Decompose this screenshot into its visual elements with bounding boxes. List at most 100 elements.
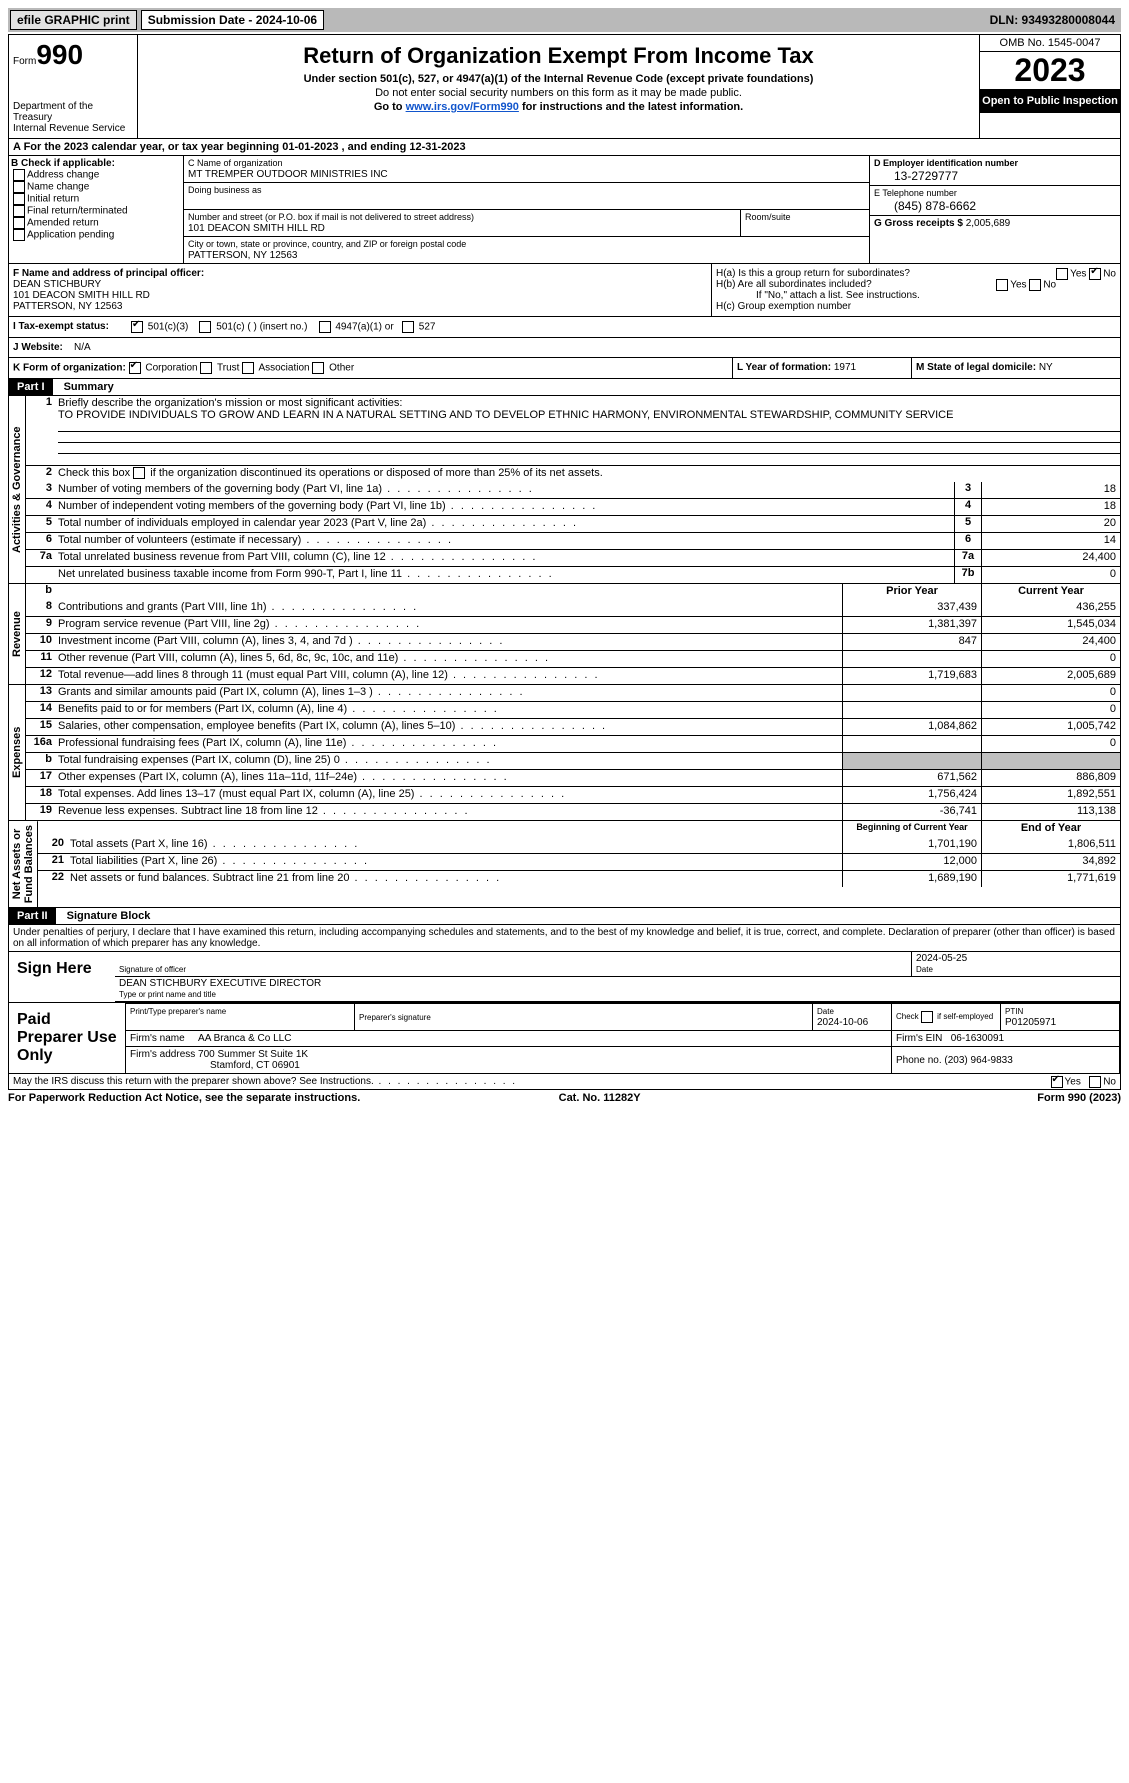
top-toolbar: efile GRAPHIC print Submission Date - 20… xyxy=(8,8,1121,32)
hb-yes[interactable] xyxy=(996,279,1008,291)
firm-addr2: Stamford, CT 06901 xyxy=(130,1060,300,1071)
efile-print-button[interactable]: efile GRAPHIC print xyxy=(10,10,137,30)
chk-final-return[interactable]: Final return/terminated xyxy=(11,205,181,217)
perjury-statement: Under penalties of perjury, I declare th… xyxy=(8,925,1121,952)
summary-line: 17 Other expenses (Part IX, column (A), … xyxy=(26,769,1120,786)
chk-501c[interactable] xyxy=(199,321,211,333)
omb-number: OMB No. 1545-0047 xyxy=(980,35,1120,52)
submission-date: Submission Date - 2024-10-06 xyxy=(141,10,324,30)
street-address: 101 DEACON SMITH HILL RD xyxy=(188,223,325,234)
vlabel-expenses: Expenses xyxy=(9,685,26,820)
form-title: Return of Organization Exempt From Incom… xyxy=(142,43,975,69)
preparer-date: 2024-10-06 xyxy=(817,1017,868,1028)
tax-exempt-label: I Tax-exempt status: xyxy=(13,321,109,332)
chk-self-employed[interactable] xyxy=(921,1011,933,1023)
chk-name-change[interactable]: Name change xyxy=(11,181,181,193)
chk-discontinued[interactable] xyxy=(133,467,145,479)
discuss-no[interactable] xyxy=(1089,1076,1101,1088)
footer-form: Form 990 (2023) xyxy=(1037,1092,1121,1104)
org-name: MT TREMPER OUTDOOR MINISTRIES INC xyxy=(188,169,388,180)
chk-corp[interactable] xyxy=(129,362,141,374)
chk-4947[interactable] xyxy=(319,321,331,333)
sub3-post: for instructions and the latest informat… xyxy=(519,101,743,113)
domicile: NY xyxy=(1039,362,1053,373)
summary-line: 22 Net assets or fund balances. Subtract… xyxy=(38,870,1120,887)
firm-name: AA Branca & Co LLC xyxy=(198,1033,291,1044)
summary-line: 6 Total number of volunteers (estimate i… xyxy=(26,532,1120,549)
website-value: N/A xyxy=(74,342,91,353)
end-year-header: End of Year xyxy=(981,821,1120,837)
tax-exempt-opts: 501(c)(3) 501(c) ( ) (insert no.) 4947(a… xyxy=(127,317,1120,337)
prior-year-header: Prior Year xyxy=(842,584,981,600)
self-employed-label: Check if self-employed xyxy=(896,1012,993,1021)
hb-no[interactable] xyxy=(1029,279,1041,291)
form-header: Form990 Department of the Treasury Inter… xyxy=(8,34,1121,139)
tax-year: 2023 xyxy=(980,52,1120,89)
section-b-label: B Check if applicable: xyxy=(11,158,115,169)
section-d-e-g: D Employer identification number13-27297… xyxy=(870,156,1120,263)
dln-label: DLN: 93493280008044 xyxy=(984,11,1121,29)
summary-line: 9 Program service revenue (Part VIII, li… xyxy=(26,616,1120,633)
net-assets-section: Net Assets or Fund Balances Beginning of… xyxy=(8,821,1121,908)
chk-amended-return[interactable]: Amended return xyxy=(11,217,181,229)
chk-assoc[interactable] xyxy=(242,362,254,374)
officer-addr2: PATTERSON, NY 12563 xyxy=(13,301,123,312)
sig-officer-label: Signature of officer xyxy=(119,965,186,974)
discuss-text: May the IRS discuss this return with the… xyxy=(13,1076,517,1087)
summary-line: Net unrelated business taxable income fr… xyxy=(26,566,1120,583)
vlabel-net-assets: Net Assets or Fund Balances xyxy=(9,821,38,907)
dept-label: Department of the Treasury Internal Reve… xyxy=(13,101,133,134)
chk-initial-return[interactable]: Initial return xyxy=(11,193,181,205)
ha-no[interactable] xyxy=(1089,268,1101,280)
chk-address-change[interactable]: Address change xyxy=(11,169,181,181)
year-formation-label: L Year of formation: xyxy=(737,362,831,373)
summary-line: 19 Revenue less expenses. Subtract line … xyxy=(26,803,1120,820)
officer-name-label: Type or print name and title xyxy=(119,990,216,999)
chk-other[interactable] xyxy=(312,362,324,374)
form-title-block: Return of Organization Exempt From Incom… xyxy=(138,35,979,138)
year-formation: 1971 xyxy=(834,362,856,373)
firm-ein: 06-1630091 xyxy=(951,1033,1004,1044)
phone-label: E Telephone number xyxy=(874,188,957,198)
chk-application-pending[interactable]: Application pending xyxy=(11,229,181,241)
discuss-row: May the IRS discuss this return with the… xyxy=(8,1074,1121,1090)
summary-line: 20 Total assets (Part X, line 16) 1,701,… xyxy=(38,837,1120,853)
ha-yes[interactable] xyxy=(1056,268,1068,280)
hc-label: H(c) Group exemption number xyxy=(716,301,1116,312)
summary-line: 11 Other revenue (Part VIII, column (A),… xyxy=(26,650,1120,667)
sub3-pre: Go to xyxy=(374,101,406,113)
summary-line: 16a Professional fundraising fees (Part … xyxy=(26,735,1120,752)
paid-preparer-section: Paid Preparer Use Only Print/Type prepar… xyxy=(8,1003,1121,1074)
firm-name-label: Firm's name xyxy=(130,1033,185,1044)
officer-label: F Name and address of principal officer: xyxy=(13,268,204,279)
gross-receipts-label: G Gross receipts $ xyxy=(874,218,963,229)
part2-title: Signature Block xyxy=(59,910,151,922)
irs-link[interactable]: www.irs.gov/Form990 xyxy=(406,101,519,113)
section-b: B Check if applicable: Address change Na… xyxy=(9,156,184,263)
year-box: OMB No. 1545-0047 2023 Open to Public In… xyxy=(979,35,1120,138)
activities-governance-section: Activities & Governance 1 Briefly descri… xyxy=(8,396,1121,584)
firm-ein-label: Firm's EIN xyxy=(896,1033,942,1044)
summary-line: 18 Total expenses. Add lines 13–17 (must… xyxy=(26,786,1120,803)
form-subtitle-3: Go to www.irs.gov/Form990 for instructio… xyxy=(144,101,973,113)
gross-receipts-value: 2,005,689 xyxy=(966,218,1011,229)
chk-501c3[interactable] xyxy=(131,321,143,333)
room-label: Room/suite xyxy=(745,212,791,222)
chk-527[interactable] xyxy=(402,321,414,333)
summary-line: 8 Contributions and grants (Part VIII, l… xyxy=(26,600,1120,616)
form-number: 990 xyxy=(36,39,83,70)
chk-trust[interactable] xyxy=(200,362,212,374)
discuss-yes[interactable] xyxy=(1051,1076,1063,1088)
firm-phone-label: Phone no. xyxy=(896,1055,942,1066)
ptin-label: PTIN xyxy=(1005,1007,1023,1016)
mission-label: Briefly describe the organization's miss… xyxy=(58,397,402,409)
section-f: F Name and address of principal officer:… xyxy=(9,264,712,316)
period-mid: , and ending xyxy=(338,141,409,153)
firm-phone: (203) 964-9833 xyxy=(944,1055,1012,1066)
mission-text: TO PROVIDE INDIVIDUALS TO GROW AND LEARN… xyxy=(58,409,953,421)
vlabel-revenue: Revenue xyxy=(9,584,26,684)
hb-note: If "No," attach a list. See instructions… xyxy=(716,290,1116,301)
begin-year-header: Beginning of Current Year xyxy=(842,821,981,837)
period-begin: 01-01-2023 xyxy=(282,141,338,153)
paid-preparer-label: Paid Preparer Use Only xyxy=(9,1003,125,1073)
